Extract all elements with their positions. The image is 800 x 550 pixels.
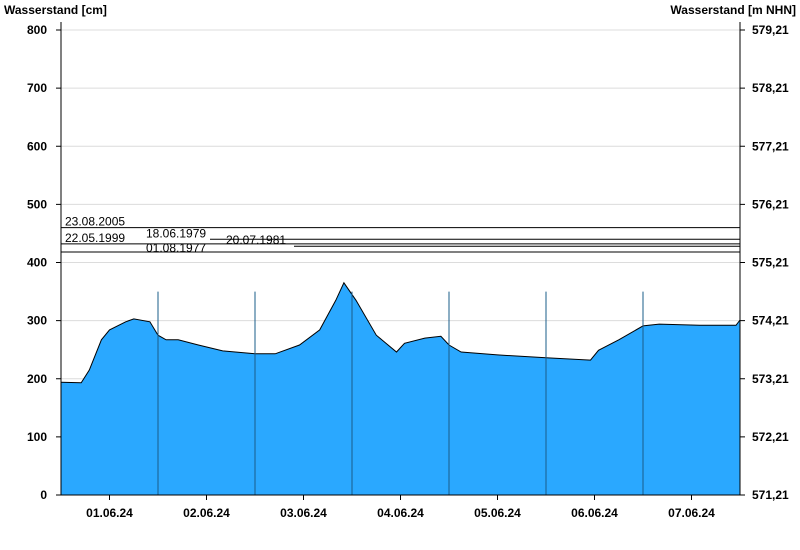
y-tick-label-left: 700: [27, 81, 47, 95]
y-tick-label-left: 500: [27, 197, 47, 211]
y-tick-label-left: 300: [27, 314, 47, 328]
y-tick-label-right: 575,21: [752, 256, 789, 270]
y-axis-right-label: Wasserstand [m NHN]: [670, 3, 796, 17]
water-level-line: [60, 281, 741, 384]
y-tick-label-left: 800: [27, 23, 47, 37]
x-tick-label: 06.06.24: [571, 506, 618, 520]
y-tick-label-right: 578,21: [752, 81, 789, 95]
y-tick-label-right: 573,21: [752, 372, 789, 386]
y-tick-label-right: 579,21: [752, 23, 789, 37]
x-tick-label: 05.06.24: [474, 506, 521, 520]
x-tick-label: 02.06.24: [183, 506, 230, 520]
flood-mark-label: 22.05.1999: [65, 231, 125, 245]
flood-mark-label: 20.07.1981: [226, 233, 286, 247]
y-tick-label-left: 0: [40, 488, 47, 502]
y-tick-label-left: 600: [27, 139, 47, 153]
water-level-area: [61, 282, 740, 495]
x-tick-label: 01.06.24: [86, 506, 133, 520]
flood-mark-label: 18.06.1979: [146, 226, 206, 240]
y-tick-label-right: 571,21: [752, 488, 789, 502]
x-tick-label: 07.06.24: [668, 506, 715, 520]
flood-mark-label: 23.08.2005: [65, 215, 125, 229]
y-tick-label-right: 577,21: [752, 139, 789, 153]
y-tick-label-right: 576,21: [752, 197, 789, 211]
y-tick-label-left: 400: [27, 256, 47, 270]
y-tick-label-right: 574,21: [752, 314, 789, 328]
x-tick-label: 04.06.24: [377, 506, 424, 520]
flood-mark-label: 01.08.1977: [146, 241, 206, 255]
y-tick-label-left: 100: [27, 430, 47, 444]
y-axis-left-label: Wasserstand [cm]: [4, 3, 107, 17]
y-tick-label-right: 572,21: [752, 430, 789, 444]
y-tick-label-left: 200: [27, 372, 47, 386]
x-tick-label: 03.06.24: [280, 506, 327, 520]
